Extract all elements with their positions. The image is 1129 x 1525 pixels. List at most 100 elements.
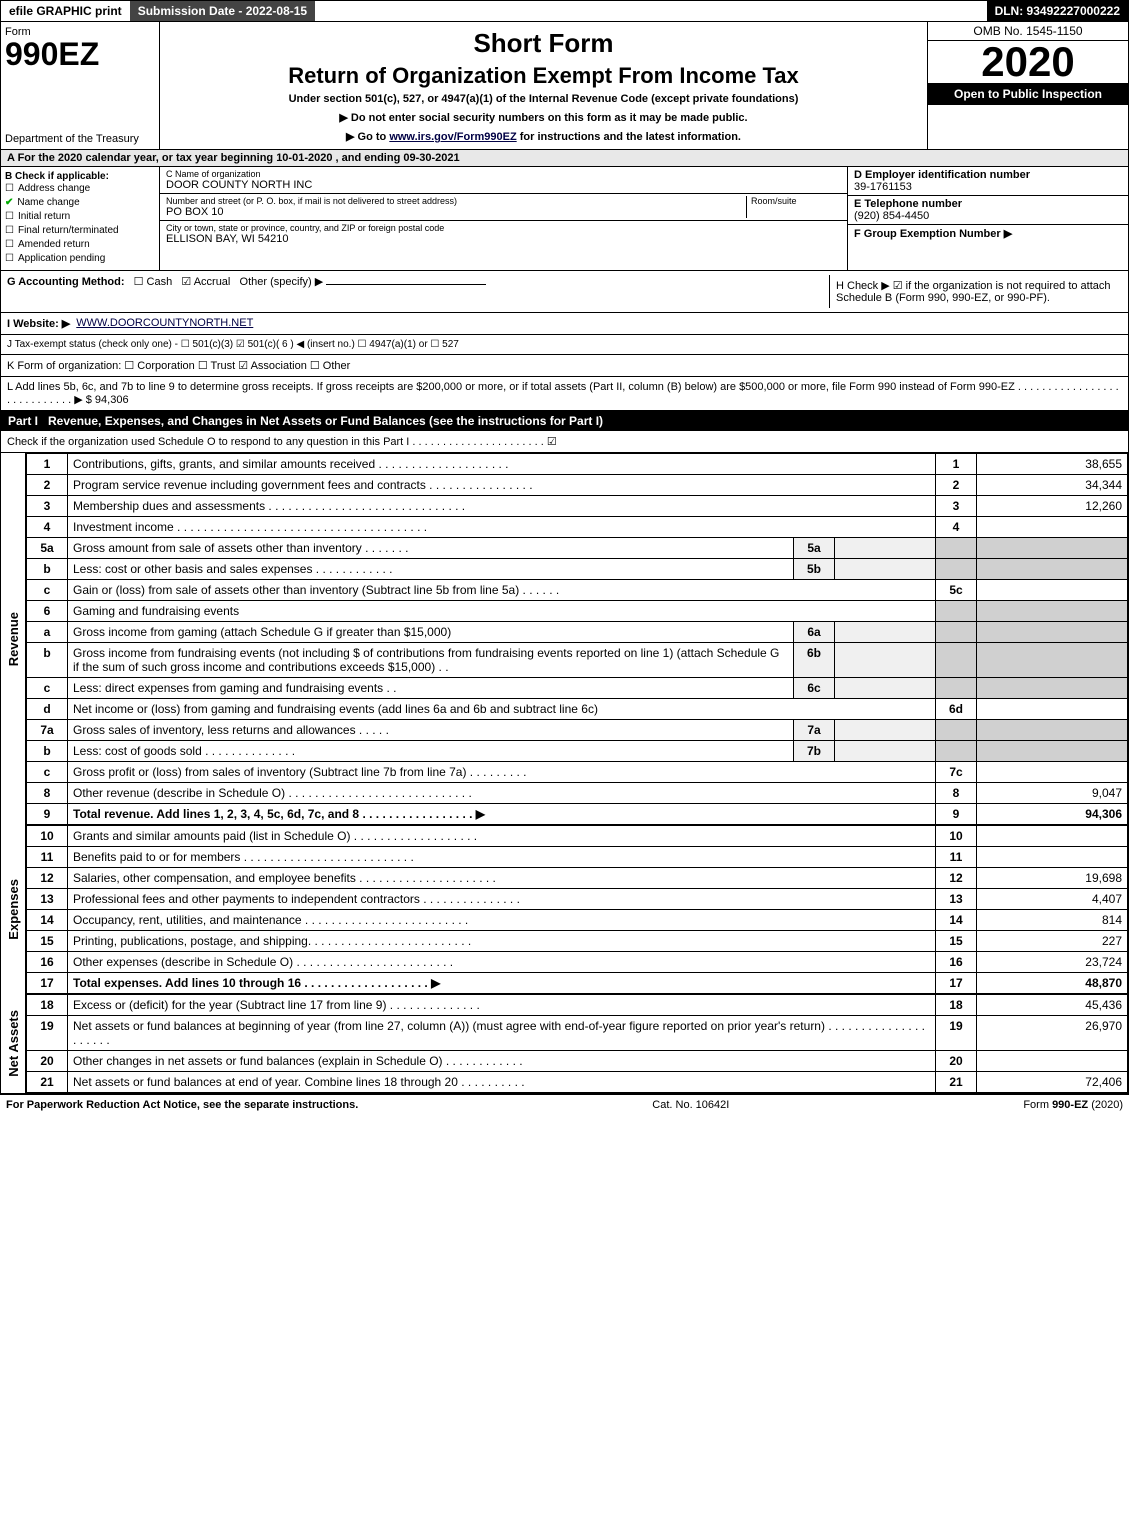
line-6a: aGross income from gaming (attach Schedu… <box>27 622 1128 643</box>
dln: DLN: 93492227000222 <box>987 1 1128 21</box>
form-number: 990EZ <box>5 38 155 70</box>
chk-initial-return[interactable]: Initial return <box>5 210 155 224</box>
line-21: 21Net assets or fund balances at end of … <box>27 1072 1128 1093</box>
line-3: 3Membership dues and assessments . . . .… <box>27 496 1128 517</box>
line-5a: 5aGross amount from sale of assets other… <box>27 538 1128 559</box>
line-6c: cLess: direct expenses from gaming and f… <box>27 678 1128 699</box>
e-label: E Telephone number <box>854 198 1122 210</box>
chk-address-change[interactable]: Address change <box>5 182 155 196</box>
row-j-status: J Tax-exempt status (check only one) - ☐… <box>0 335 1129 355</box>
line-6d: dNet income or (loss) from gaming and fu… <box>27 699 1128 720</box>
i-label: I Website: ▶ <box>7 317 70 330</box>
short-form-title: Short Form <box>166 28 921 59</box>
submission-date: Submission Date - 2022-08-15 <box>130 1 315 21</box>
g-label: G Accounting Method: <box>7 276 125 288</box>
f-group-row: F Group Exemption Number ▶ <box>848 225 1128 242</box>
row-l-gross: L Add lines 5b, 6c, and 7b to line 9 to … <box>0 377 1129 411</box>
g-accrual[interactable]: ☑ Accrual <box>181 276 230 288</box>
f-label: F Group Exemption Number ▶ <box>854 228 1012 240</box>
org-street: PO BOX 10 <box>166 206 746 218</box>
line-16: 16Other expenses (describe in Schedule O… <box>27 952 1128 973</box>
line-6b: bGross income from fundraising events (n… <box>27 643 1128 678</box>
c-name-label: C Name of organization <box>166 169 841 179</box>
line-5c: cGain or (loss) from sale of assets othe… <box>27 580 1128 601</box>
col-b-checks: B Check if applicable: Address change Na… <box>1 167 160 270</box>
footer-form: Form 990-EZ (2020) <box>1023 1099 1123 1111</box>
expenses-table: 10Grants and similar amounts paid (list … <box>26 825 1128 994</box>
c-city-row: City or town, state or province, country… <box>160 221 847 247</box>
chk-application-pending[interactable]: Application pending <box>5 252 155 266</box>
b-label: B Check if applicable: <box>5 171 155 182</box>
g-other[interactable]: Other (specify) ▶ <box>240 276 324 288</box>
line-4: 4Investment income . . . . . . . . . . .… <box>27 517 1128 538</box>
line-13: 13Professional fees and other payments t… <box>27 889 1128 910</box>
under-section: Under section 501(c), 527, or 4947(a)(1)… <box>166 93 921 105</box>
revenue-table: 1Contributions, gifts, grants, and simil… <box>26 453 1128 825</box>
line-7c: cGross profit or (loss) from sales of in… <box>27 762 1128 783</box>
h-schedule-b: H Check ▶ ☑ if the organization is not r… <box>829 275 1122 308</box>
expenses-label: Expenses <box>4 875 23 944</box>
line-20: 20Other changes in net assets or fund ba… <box>27 1051 1128 1072</box>
ssn-warning: ▶ Do not enter social security numbers o… <box>166 111 921 124</box>
line-11: 11Benefits paid to or for members . . . … <box>27 847 1128 868</box>
form-header: Form 990EZ Department of the Treasury Sh… <box>0 22 1129 150</box>
website-link[interactable]: WWW.DOORCOUNTYNORTH.NET <box>76 317 253 330</box>
line-9: 9Total revenue. Add lines 1, 2, 3, 4, 5c… <box>27 804 1128 825</box>
g-other-line[interactable] <box>326 284 486 285</box>
c-street-row: Number and street (or P. O. box, if mail… <box>160 194 847 221</box>
line-18: 18Excess or (deficit) for the year (Subt… <box>27 995 1128 1016</box>
d-ein-row: D Employer identification number 39-1761… <box>848 167 1128 196</box>
c-city-label: City or town, state or province, country… <box>166 223 841 233</box>
tax-year: 2020 <box>928 41 1128 83</box>
line-6: 6Gaming and fundraising events <box>27 601 1128 622</box>
line-15: 15Printing, publications, postage, and s… <box>27 931 1128 952</box>
row-a-tax-year: A For the 2020 calendar year, or tax yea… <box>0 150 1129 167</box>
line-7a: 7aGross sales of inventory, less returns… <box>27 720 1128 741</box>
netassets-section: Net Assets 18Excess or (deficit) for the… <box>0 994 1129 1094</box>
g-cash[interactable]: ☐ Cash <box>134 276 173 288</box>
goto-instructions: ▶ Go to www.irs.gov/Form990EZ for instru… <box>166 130 921 143</box>
spacer <box>315 1 986 21</box>
page-footer: For Paperwork Reduction Act Notice, see … <box>0 1094 1129 1115</box>
org-info-block: B Check if applicable: Address change Na… <box>0 167 1129 271</box>
part1-header: Part I Revenue, Expenses, and Changes in… <box>0 411 1129 431</box>
return-title: Return of Organization Exempt From Incom… <box>166 63 921 89</box>
revenue-label: Revenue <box>4 608 23 670</box>
room-label: Room/suite <box>751 196 841 206</box>
line-12: 12Salaries, other compensation, and empl… <box>27 868 1128 889</box>
footer-cat: Cat. No. 10642I <box>652 1099 729 1111</box>
netassets-table: 18Excess or (deficit) for the year (Subt… <box>26 994 1128 1093</box>
c-street-label: Number and street (or P. O. box, if mail… <box>166 196 746 206</box>
revenue-section: Revenue 1Contributions, gifts, grants, a… <box>0 453 1129 825</box>
row-i-website: I Website: ▶ WWW.DOORCOUNTYNORTH.NET <box>0 313 1129 335</box>
chk-final-return[interactable]: Final return/terminated <box>5 224 155 238</box>
line-5b: bLess: cost or other basis and sales exp… <box>27 559 1128 580</box>
part1-title: Revenue, Expenses, and Changes in Net As… <box>48 414 1121 428</box>
line-2: 2Program service revenue including gover… <box>27 475 1128 496</box>
chk-name-change[interactable]: Name change <box>5 196 155 210</box>
line-8: 8Other revenue (describe in Schedule O) … <box>27 783 1128 804</box>
efile-print[interactable]: efile GRAPHIC print <box>1 1 130 21</box>
d-label: D Employer identification number <box>854 169 1122 181</box>
dept-treasury: Department of the Treasury <box>5 133 155 145</box>
org-city: ELLISON BAY, WI 54210 <box>166 233 841 245</box>
irs-link[interactable]: www.irs.gov/Form990EZ <box>389 131 516 143</box>
netassets-label: Net Assets <box>4 1006 23 1081</box>
ein-value: 39-1761153 <box>854 181 1122 193</box>
expenses-section: Expenses 10Grants and similar amounts pa… <box>0 825 1129 994</box>
line-7b: bLess: cost of goods sold . . . . . . . … <box>27 741 1128 762</box>
part1-label: Part I <box>8 414 38 428</box>
line-10: 10Grants and similar amounts paid (list … <box>27 826 1128 847</box>
chk-amended-return[interactable]: Amended return <box>5 238 155 252</box>
line-14: 14Occupancy, rent, utilities, and mainte… <box>27 910 1128 931</box>
line-19: 19Net assets or fund balances at beginni… <box>27 1016 1128 1051</box>
org-name: DOOR COUNTY NORTH INC <box>166 179 841 191</box>
footer-left: For Paperwork Reduction Act Notice, see … <box>6 1099 358 1111</box>
c-name-row: C Name of organization DOOR COUNTY NORTH… <box>160 167 847 194</box>
row-k-orgform: K Form of organization: ☐ Corporation ☐ … <box>0 355 1129 377</box>
phone-value: (920) 854-4450 <box>854 210 1122 222</box>
top-bar: efile GRAPHIC print Submission Date - 20… <box>0 0 1129 22</box>
e-phone-row: E Telephone number (920) 854-4450 <box>848 196 1128 225</box>
row-g-h: G Accounting Method: ☐ Cash ☑ Accrual Ot… <box>0 271 1129 313</box>
line-1: 1Contributions, gifts, grants, and simil… <box>27 454 1128 475</box>
